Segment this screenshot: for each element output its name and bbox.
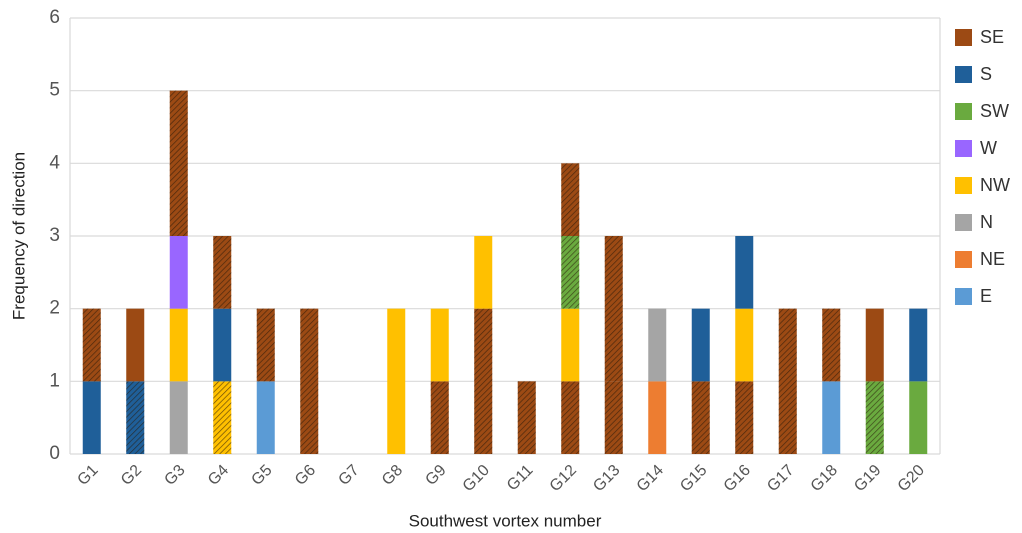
bar-segment: [648, 381, 667, 454]
y-tick-label: 5: [49, 80, 60, 101]
x-tick-label: G9: [422, 462, 449, 489]
y-tick-label: 6: [49, 7, 60, 28]
legend-label: NW: [980, 175, 1010, 195]
bar-segment: [82, 381, 101, 454]
bar-segment: [169, 236, 188, 309]
hatch-overlay: [82, 308, 101, 382]
bar-segment: [691, 308, 710, 382]
legend-swatch: [955, 288, 972, 305]
bar-segment: [865, 308, 884, 382]
x-tick-label: G14: [634, 462, 667, 495]
x-tick-label: G4: [205, 462, 232, 489]
legend-label: SW: [980, 101, 1009, 121]
hatch-overlay: [778, 308, 797, 454]
legend-swatch: [955, 103, 972, 120]
legend-swatch: [955, 214, 972, 231]
legend-label: SE: [980, 27, 1004, 47]
bar-segment: [256, 381, 275, 454]
hatch-overlay: [561, 381, 580, 454]
legend-label: NE: [980, 249, 1005, 269]
legend-swatch: [955, 29, 972, 46]
x-tick-label: G10: [460, 462, 493, 495]
bar-segment: [169, 381, 188, 454]
hatch-overlay: [213, 381, 232, 454]
x-tick-label: G13: [590, 462, 623, 495]
legend-swatch: [955, 140, 972, 157]
x-tick-label: G20: [895, 462, 928, 495]
bar-segment: [561, 308, 580, 382]
hatch-overlay: [474, 308, 493, 454]
x-axis-title: Southwest vortex number: [409, 511, 602, 530]
hatch-overlay: [561, 163, 580, 236]
hatch-overlay: [604, 381, 623, 454]
x-tick-label: G5: [248, 462, 275, 489]
hatch-overlay: [300, 308, 319, 454]
x-tick-label: G2: [118, 462, 145, 489]
hatch-overlay: [126, 381, 145, 454]
x-tick-label: G19: [851, 462, 884, 495]
hatch-overlay: [169, 90, 188, 237]
bar-segment: [213, 308, 232, 382]
bar-segment: [909, 381, 928, 454]
legend-swatch: [955, 66, 972, 83]
bar-segment: [648, 308, 667, 382]
bar-segment: [822, 381, 841, 454]
bar-segment: [387, 308, 406, 454]
y-tick-label: 3: [49, 225, 60, 246]
x-tick-label: G12: [547, 462, 580, 495]
legend-label: S: [980, 64, 992, 84]
hatch-overlay: [604, 236, 623, 382]
x-tick-label: G18: [808, 462, 841, 495]
bar-segment: [169, 308, 188, 382]
x-tick-label: G17: [764, 462, 797, 495]
x-tick-label: G7: [335, 462, 362, 489]
bar-segment: [735, 236, 754, 309]
bar-segment: [474, 236, 493, 309]
legend-label: E: [980, 286, 992, 306]
bar-segment: [735, 308, 754, 382]
x-tick-label: G6: [292, 462, 319, 489]
x-tick-label: G1: [74, 462, 101, 489]
hatch-overlay: [865, 381, 884, 454]
bar-segment: [430, 308, 449, 382]
y-tick-label: 2: [49, 298, 60, 319]
x-tick-label: G3: [161, 462, 188, 489]
x-tick-label: G15: [677, 462, 710, 495]
hatch-overlay: [256, 308, 275, 382]
bar-segment: [909, 308, 928, 382]
bar-segment: [126, 308, 145, 382]
y-tick-label: 0: [49, 443, 60, 464]
legend-label: W: [980, 138, 997, 158]
x-tick-label: G16: [721, 462, 754, 495]
hatch-overlay: [517, 381, 536, 454]
y-tick-label: 1: [49, 370, 60, 391]
hatch-overlay: [822, 308, 841, 382]
legend-swatch: [955, 251, 972, 268]
hatch-overlay: [735, 381, 754, 454]
hatch-overlay: [213, 236, 232, 309]
y-tick-label: 4: [49, 152, 60, 173]
y-axis-title: Frequency of direction: [9, 152, 28, 320]
hatch-overlay: [430, 381, 449, 454]
hatch-overlay: [691, 381, 710, 454]
hatch-overlay: [561, 236, 580, 309]
x-tick-label: G8: [379, 462, 406, 489]
x-tick-label: G11: [504, 462, 537, 495]
legend-label: N: [980, 212, 993, 232]
legend-swatch: [955, 177, 972, 194]
